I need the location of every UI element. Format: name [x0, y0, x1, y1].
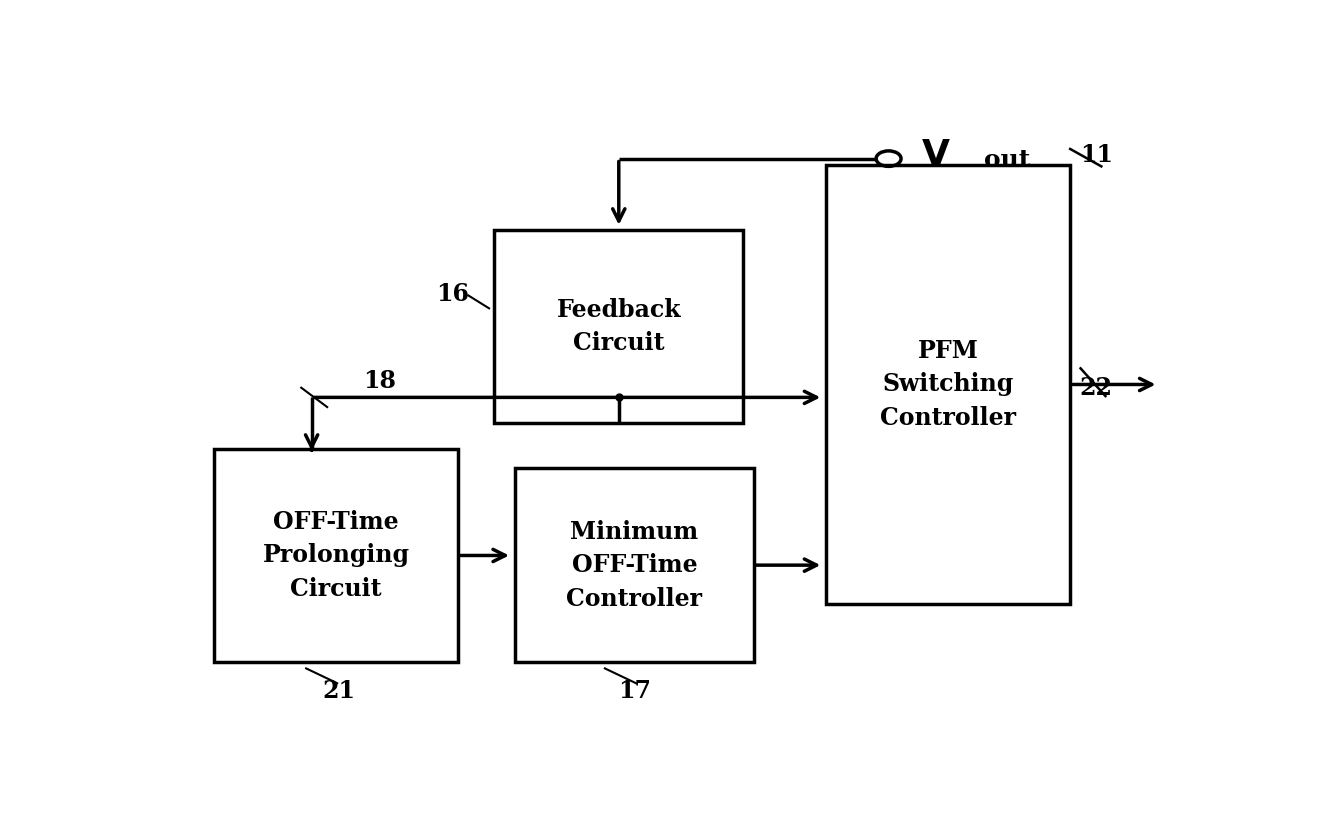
Bar [214, 449, 458, 662]
Bar [516, 468, 754, 662]
Bar [494, 230, 743, 423]
Bar [826, 165, 1070, 604]
Text: 17: 17 [617, 679, 651, 703]
Text: 21: 21 [323, 679, 355, 703]
Text: OFF-Time
Prolonging
Circuit: OFF-Time Prolonging Circuit [262, 510, 410, 601]
Text: 16: 16 [437, 282, 469, 306]
Text: out: out [984, 148, 1030, 172]
Text: 22: 22 [1079, 375, 1113, 400]
Text: PFM
Switching
Controller: PFM Switching Controller [880, 339, 1016, 430]
Text: Minimum
OFF-Time
Controller: Minimum OFF-Time Controller [566, 520, 703, 611]
Text: 11: 11 [1079, 143, 1113, 168]
Text: $\bf{V}$: $\bf{V}$ [921, 138, 951, 173]
Text: 18: 18 [364, 370, 396, 393]
Text: Feedback
Circuit: Feedback Circuit [557, 297, 682, 355]
